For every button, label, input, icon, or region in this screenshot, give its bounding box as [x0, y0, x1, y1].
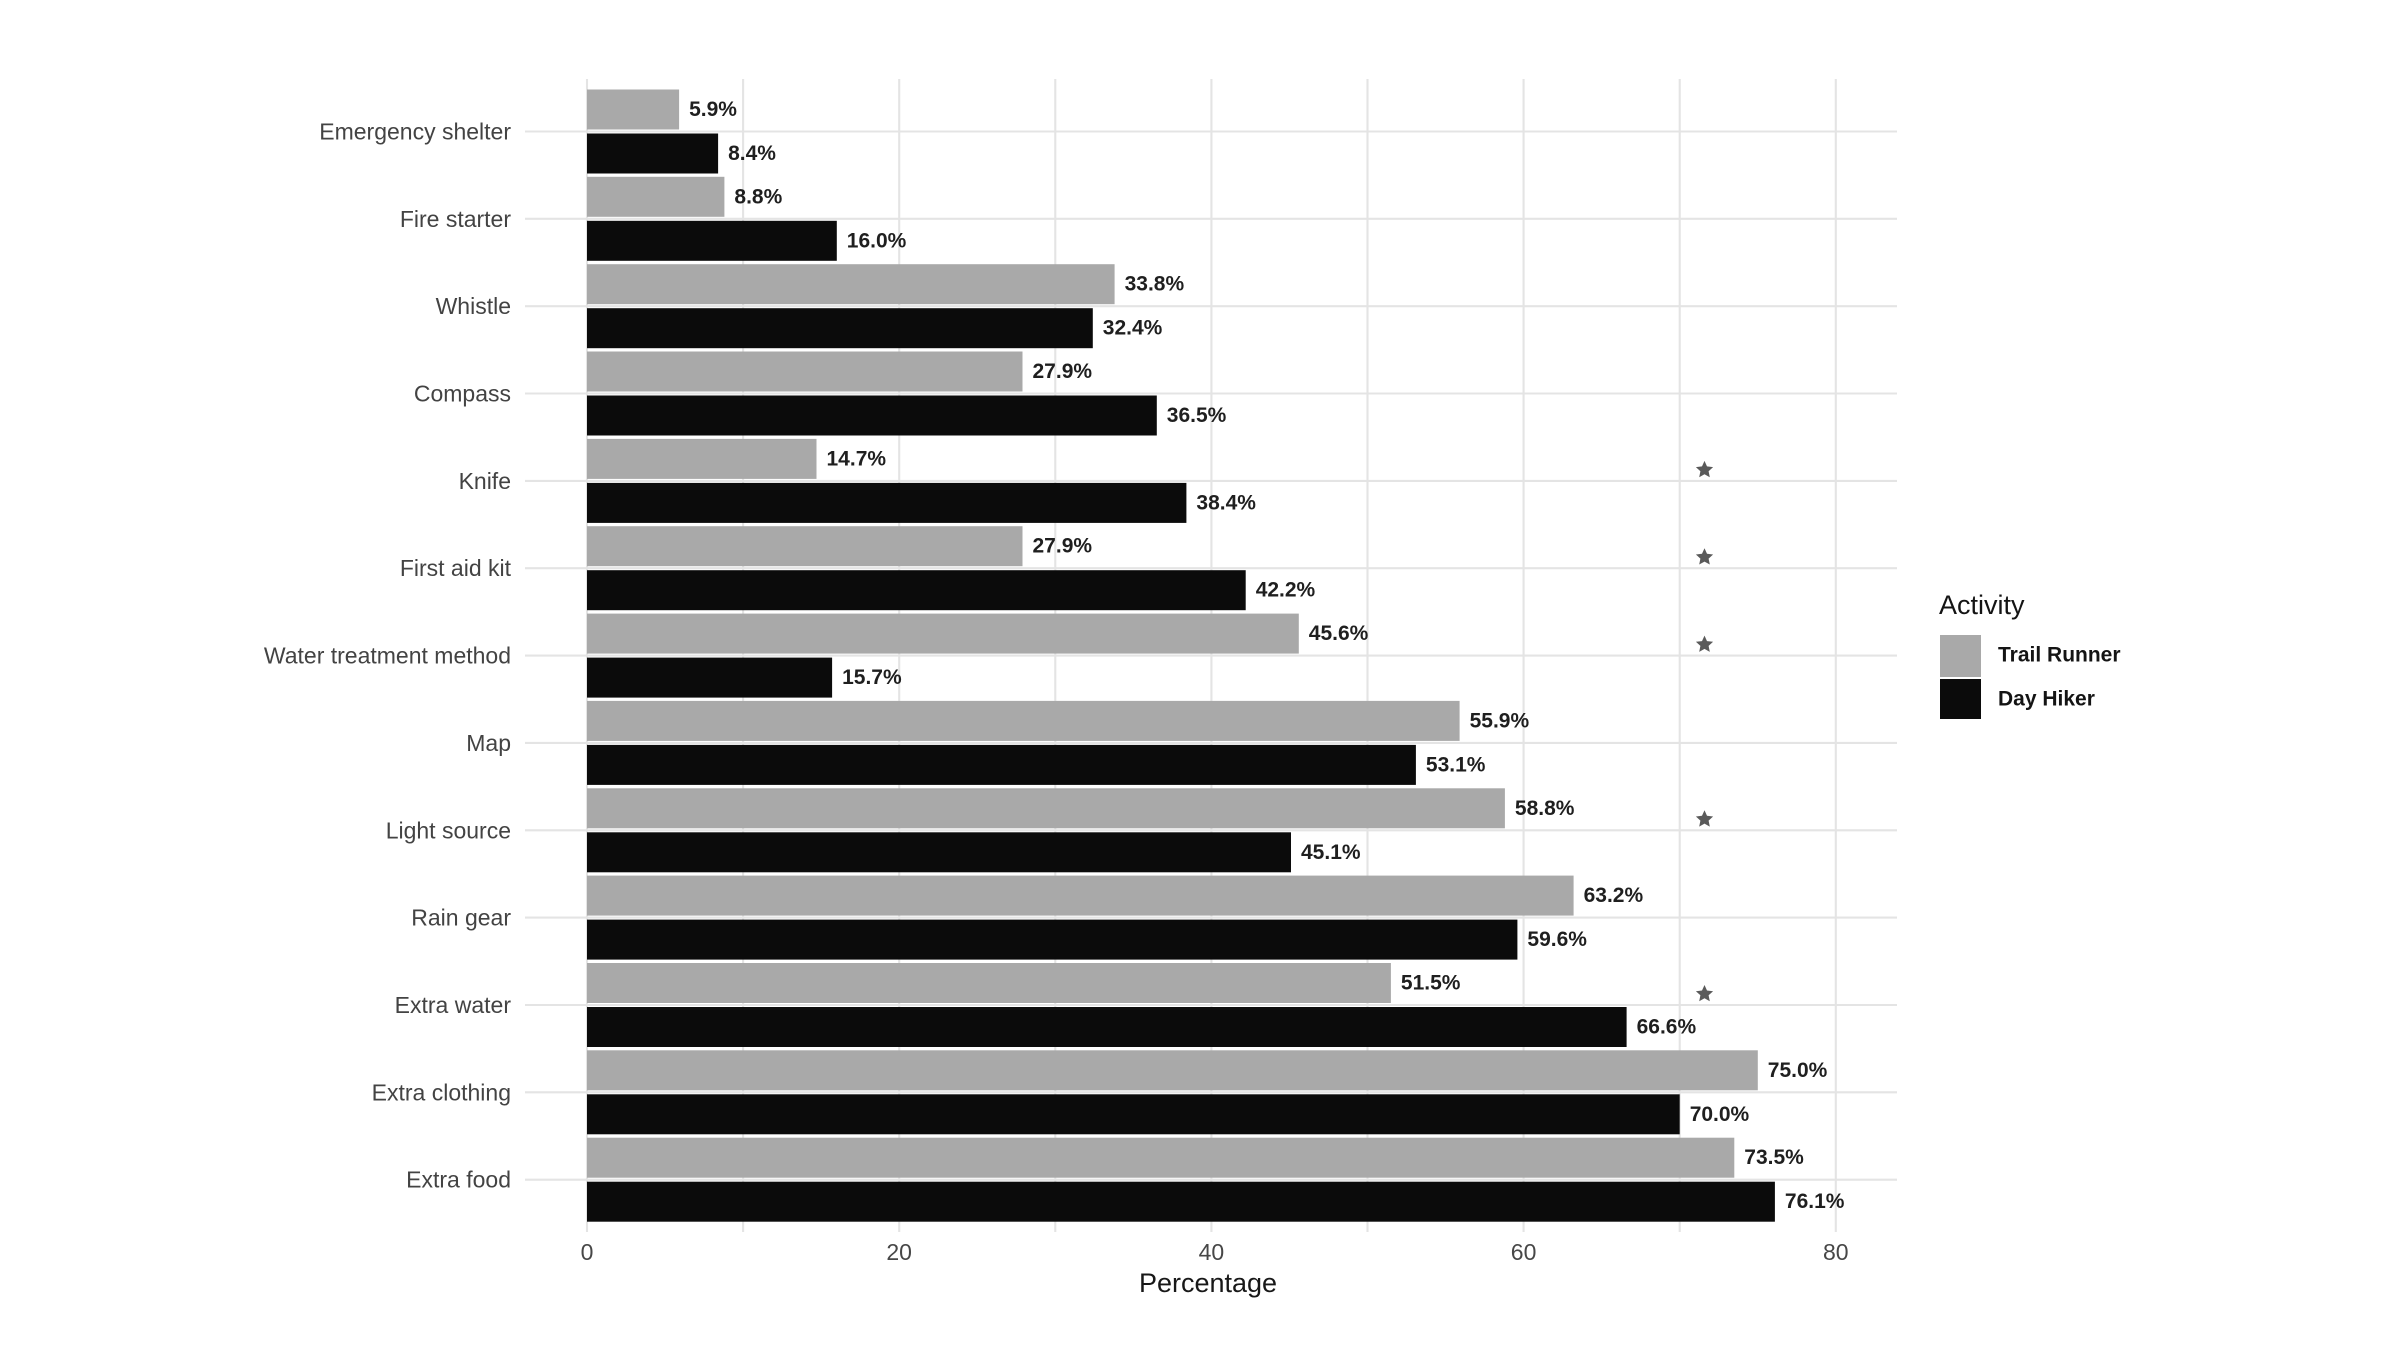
svg-text:66.6%: 66.6% — [1637, 1016, 1697, 1039]
svg-text:76.1%: 76.1% — [1785, 1190, 1845, 1213]
svg-text:51.5%: 51.5% — [1401, 972, 1461, 995]
svg-text:First aid kit: First aid kit — [400, 555, 512, 581]
svg-text:20: 20 — [886, 1239, 912, 1265]
svg-text:63.2%: 63.2% — [1584, 884, 1644, 907]
svg-text:40: 40 — [1199, 1239, 1225, 1265]
svg-text:38.4%: 38.4% — [1196, 491, 1256, 514]
svg-text:59.6%: 59.6% — [1527, 928, 1587, 951]
svg-text:14.7%: 14.7% — [827, 447, 887, 470]
svg-text:45.1%: 45.1% — [1301, 841, 1361, 864]
svg-text:73.5%: 73.5% — [1744, 1146, 1804, 1169]
svg-text:16.0%: 16.0% — [847, 229, 907, 252]
svg-text:Map: Map — [466, 730, 511, 756]
svg-text:Day Hiker: Day Hiker — [1998, 688, 2095, 711]
svg-text:Percentage: Percentage — [1139, 1268, 1277, 1298]
svg-text:5.9%: 5.9% — [689, 98, 737, 121]
svg-text:Fire starter: Fire starter — [400, 206, 512, 232]
svg-text:75.0%: 75.0% — [1768, 1059, 1828, 1082]
svg-text:8.4%: 8.4% — [728, 142, 776, 165]
svg-text:Knife: Knife — [459, 468, 511, 494]
svg-text:Emergency shelter: Emergency shelter — [319, 119, 511, 145]
svg-text:Whistle: Whistle — [436, 293, 511, 319]
svg-text:55.9%: 55.9% — [1470, 709, 1530, 732]
svg-text:Rain gear: Rain gear — [411, 905, 511, 931]
svg-text:27.9%: 27.9% — [1033, 535, 1093, 558]
svg-text:53.1%: 53.1% — [1426, 753, 1486, 776]
svg-text:Extra clothing: Extra clothing — [372, 1079, 511, 1105]
svg-text:Trail Runner: Trail Runner — [1998, 644, 2121, 667]
svg-text:36.5%: 36.5% — [1167, 404, 1227, 427]
svg-text:42.2%: 42.2% — [1256, 579, 1316, 602]
svg-text:15.7%: 15.7% — [842, 666, 902, 689]
svg-text:Compass: Compass — [414, 381, 511, 407]
svg-text:Extra water: Extra water — [395, 992, 512, 1018]
svg-text:60: 60 — [1511, 1239, 1537, 1265]
svg-text:27.9%: 27.9% — [1033, 360, 1093, 383]
svg-text:33.8%: 33.8% — [1125, 273, 1185, 296]
svg-text:Activity: Activity — [1939, 590, 2025, 620]
svg-text:Extra food: Extra food — [406, 1167, 511, 1193]
svg-text:70.0%: 70.0% — [1690, 1103, 1750, 1126]
svg-text:32.4%: 32.4% — [1103, 317, 1163, 340]
svg-text:45.6%: 45.6% — [1309, 622, 1369, 645]
svg-text:8.8%: 8.8% — [734, 185, 782, 208]
svg-text:0: 0 — [581, 1239, 594, 1265]
svg-text:58.8%: 58.8% — [1515, 797, 1575, 820]
svg-text:Water treatment method: Water treatment method — [264, 643, 511, 669]
svg-text:80: 80 — [1823, 1239, 1849, 1265]
svg-text:Light source: Light source — [386, 817, 511, 843]
